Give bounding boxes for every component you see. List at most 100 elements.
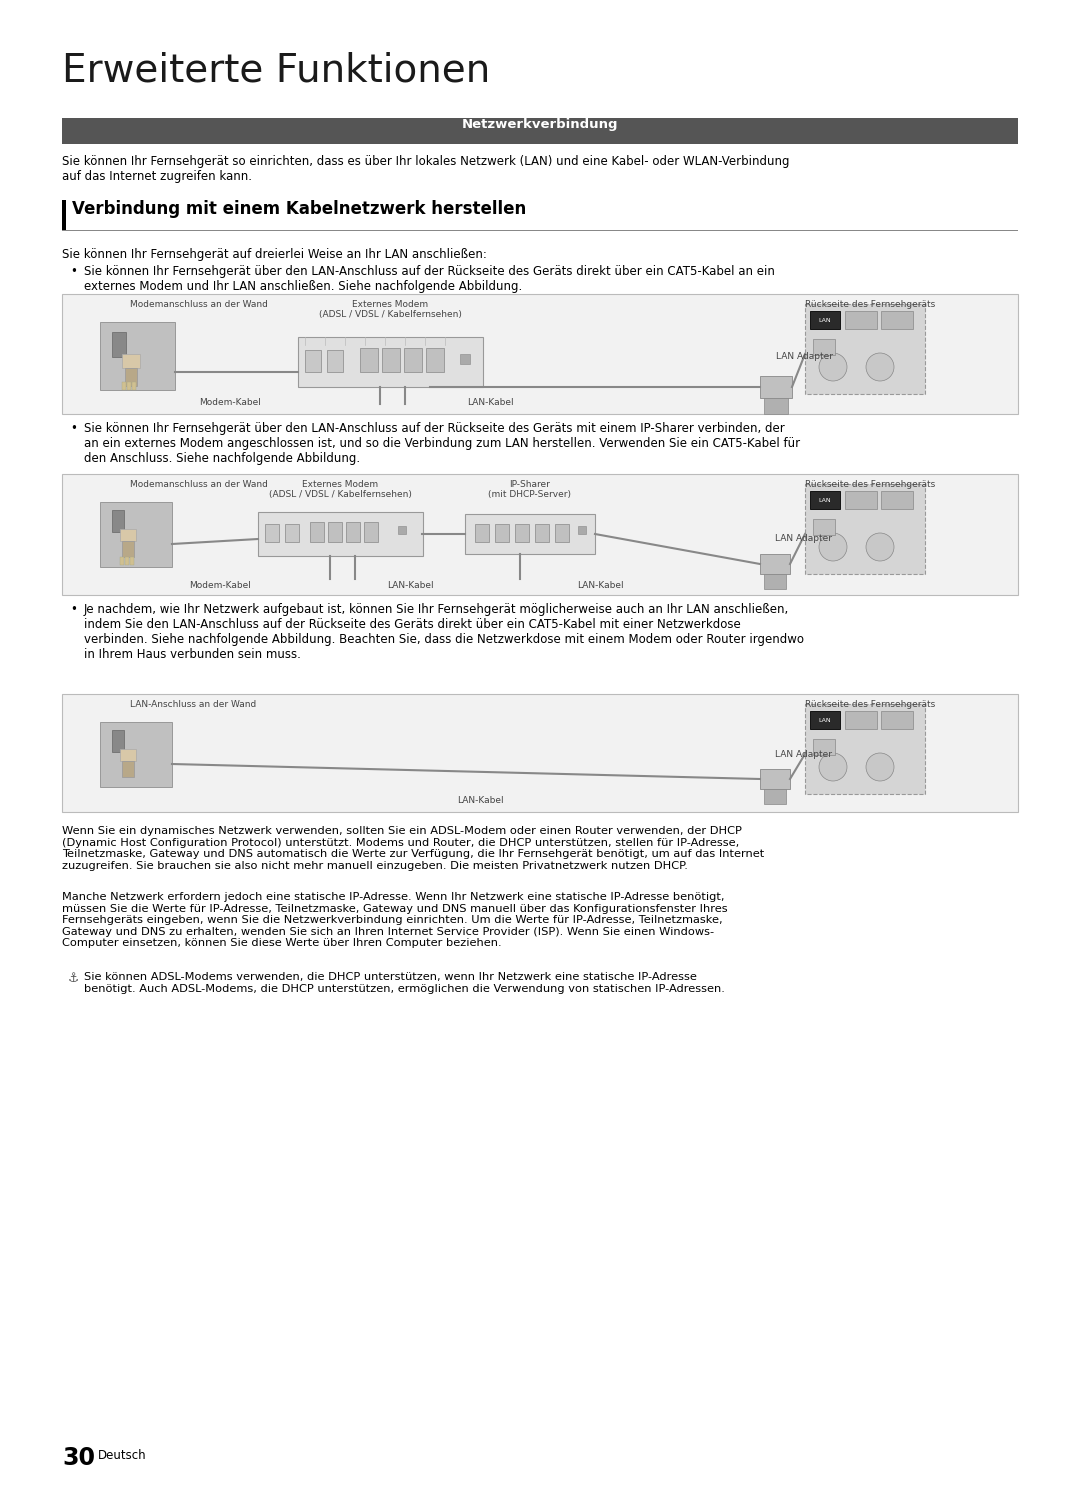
Text: LAN Adapter: LAN Adapter	[777, 353, 833, 362]
Bar	[813, 339, 835, 356]
Bar	[122, 382, 126, 390]
Bar	[495, 524, 509, 542]
Text: •: •	[70, 264, 77, 278]
Bar	[327, 350, 343, 372]
Bar	[465, 514, 595, 554]
Text: LAN-Kabel: LAN-Kabel	[457, 796, 503, 805]
Bar	[845, 711, 877, 729]
Bar	[122, 760, 134, 777]
Text: •: •	[70, 421, 77, 435]
Bar	[460, 354, 470, 365]
Text: Je nachdem, wie Ihr Netzwerk aufgebaut ist, können Sie Ihr Fernsehgerät mögliche: Je nachdem, wie Ihr Netzwerk aufgebaut i…	[84, 604, 804, 660]
Bar	[62, 294, 1018, 414]
Bar	[132, 382, 136, 390]
Bar	[881, 492, 913, 509]
Text: Externes Modem
(ADSL / VDSL / Kabelfernsehen): Externes Modem (ADSL / VDSL / Kabelferns…	[269, 480, 411, 499]
Bar	[62, 118, 1018, 143]
Bar	[125, 557, 129, 565]
Text: Sie können Ihr Fernsehgerät über den LAN-Anschluss auf der Rückseite des Geräts : Sie können Ihr Fernsehgerät über den LAN…	[84, 421, 800, 465]
Bar	[555, 524, 569, 542]
Text: LAN: LAN	[819, 498, 832, 502]
Bar	[881, 311, 913, 329]
Bar	[805, 484, 924, 574]
Bar	[475, 524, 489, 542]
Circle shape	[866, 753, 894, 781]
Text: Sie können ADSL-Modems verwenden, die DHCP unterstützen, wenn Ihr Netzwerk eine : Sie können ADSL-Modems verwenden, die DH…	[84, 973, 725, 994]
Text: LAN Adapter: LAN Adapter	[775, 750, 832, 759]
Bar	[764, 397, 788, 414]
Bar	[130, 557, 134, 565]
Text: Sie können Ihr Fernsehgerät so einrichten, dass es über Ihr lokales Netzwerk (LA: Sie können Ihr Fernsehgerät so einrichte…	[62, 155, 789, 182]
Circle shape	[819, 353, 847, 381]
Text: 30: 30	[62, 1446, 95, 1470]
Bar	[120, 529, 136, 541]
Bar	[760, 769, 789, 789]
Text: •: •	[70, 604, 77, 616]
Text: ⚓: ⚓	[68, 973, 79, 985]
Text: LAN-Anschluss an der Wand: LAN-Anschluss an der Wand	[130, 701, 256, 710]
Text: Rückseite des Fernsehgeräts: Rückseite des Fernsehgeräts	[805, 701, 935, 710]
Text: LAN-Kabel: LAN-Kabel	[467, 397, 513, 406]
Bar	[760, 554, 789, 574]
Bar	[285, 524, 299, 542]
Bar	[515, 524, 529, 542]
Circle shape	[819, 533, 847, 562]
Bar	[535, 524, 549, 542]
Text: Modem-Kabel: Modem-Kabel	[189, 581, 251, 590]
Bar	[298, 338, 483, 387]
Bar	[810, 711, 840, 729]
Bar	[122, 541, 134, 557]
Text: Modemanschluss an der Wand: Modemanschluss an der Wand	[130, 300, 268, 309]
Text: Modemanschluss an der Wand: Modemanschluss an der Wand	[130, 480, 268, 489]
Bar	[112, 731, 124, 751]
Bar	[100, 722, 172, 787]
Bar	[399, 526, 406, 533]
Text: LAN: LAN	[819, 717, 832, 723]
Bar	[845, 492, 877, 509]
Text: Erweiterte Funktionen: Erweiterte Funktionen	[62, 52, 490, 90]
Bar	[810, 311, 840, 329]
Bar	[404, 348, 422, 372]
Bar	[845, 311, 877, 329]
Bar	[881, 711, 913, 729]
Text: LAN: LAN	[819, 318, 832, 323]
Bar	[426, 348, 444, 372]
Bar	[364, 521, 378, 542]
Bar	[764, 789, 786, 804]
Bar	[310, 521, 324, 542]
Bar	[112, 509, 124, 532]
Bar	[62, 695, 1018, 813]
Text: Modem-Kabel: Modem-Kabel	[199, 397, 261, 406]
Text: Rückseite des Fernsehgeräts: Rückseite des Fernsehgeräts	[805, 300, 935, 309]
Text: Deutsch: Deutsch	[98, 1449, 147, 1463]
Text: Rückseite des Fernsehgeräts: Rückseite des Fernsehgeräts	[805, 480, 935, 489]
Bar	[813, 518, 835, 535]
Text: LAN-Kabel: LAN-Kabel	[577, 581, 623, 590]
Bar	[578, 526, 586, 533]
Text: LAN-Kabel: LAN-Kabel	[387, 581, 433, 590]
Bar	[127, 382, 131, 390]
Bar	[360, 348, 378, 372]
Text: IP-Sharer
(mit DHCP-Server): IP-Sharer (mit DHCP-Server)	[488, 480, 571, 499]
Bar	[258, 512, 423, 556]
Circle shape	[819, 753, 847, 781]
Bar	[805, 303, 924, 394]
Text: Sie können Ihr Fernsehgerät auf dreierlei Weise an Ihr LAN anschließen:: Sie können Ihr Fernsehgerät auf dreierle…	[62, 248, 487, 261]
Bar	[305, 350, 321, 372]
Bar	[62, 200, 66, 230]
Bar	[810, 492, 840, 509]
Bar	[100, 323, 175, 390]
Bar	[62, 474, 1018, 595]
Text: Externes Modem
(ADSL / VDSL / Kabelfernsehen): Externes Modem (ADSL / VDSL / Kabelferns…	[319, 300, 461, 320]
Circle shape	[866, 353, 894, 381]
Bar	[328, 521, 342, 542]
Bar	[346, 521, 360, 542]
Text: Netzwerkverbindung: Netzwerkverbindung	[462, 118, 618, 131]
Text: Verbindung mit einem Kabelnetzwerk herstellen: Verbindung mit einem Kabelnetzwerk herst…	[72, 200, 526, 218]
Bar	[122, 354, 140, 368]
Text: Sie können Ihr Fernsehgerät über den LAN-Anschluss auf der Rückseite des Geräts : Sie können Ihr Fernsehgerät über den LAN…	[84, 264, 774, 293]
Text: Wenn Sie ein dynamisches Netzwerk verwenden, sollten Sie ein ADSL-Modem oder ein: Wenn Sie ein dynamisches Netzwerk verwen…	[62, 826, 765, 871]
Bar	[120, 557, 124, 565]
Bar	[100, 502, 172, 568]
Circle shape	[866, 533, 894, 562]
